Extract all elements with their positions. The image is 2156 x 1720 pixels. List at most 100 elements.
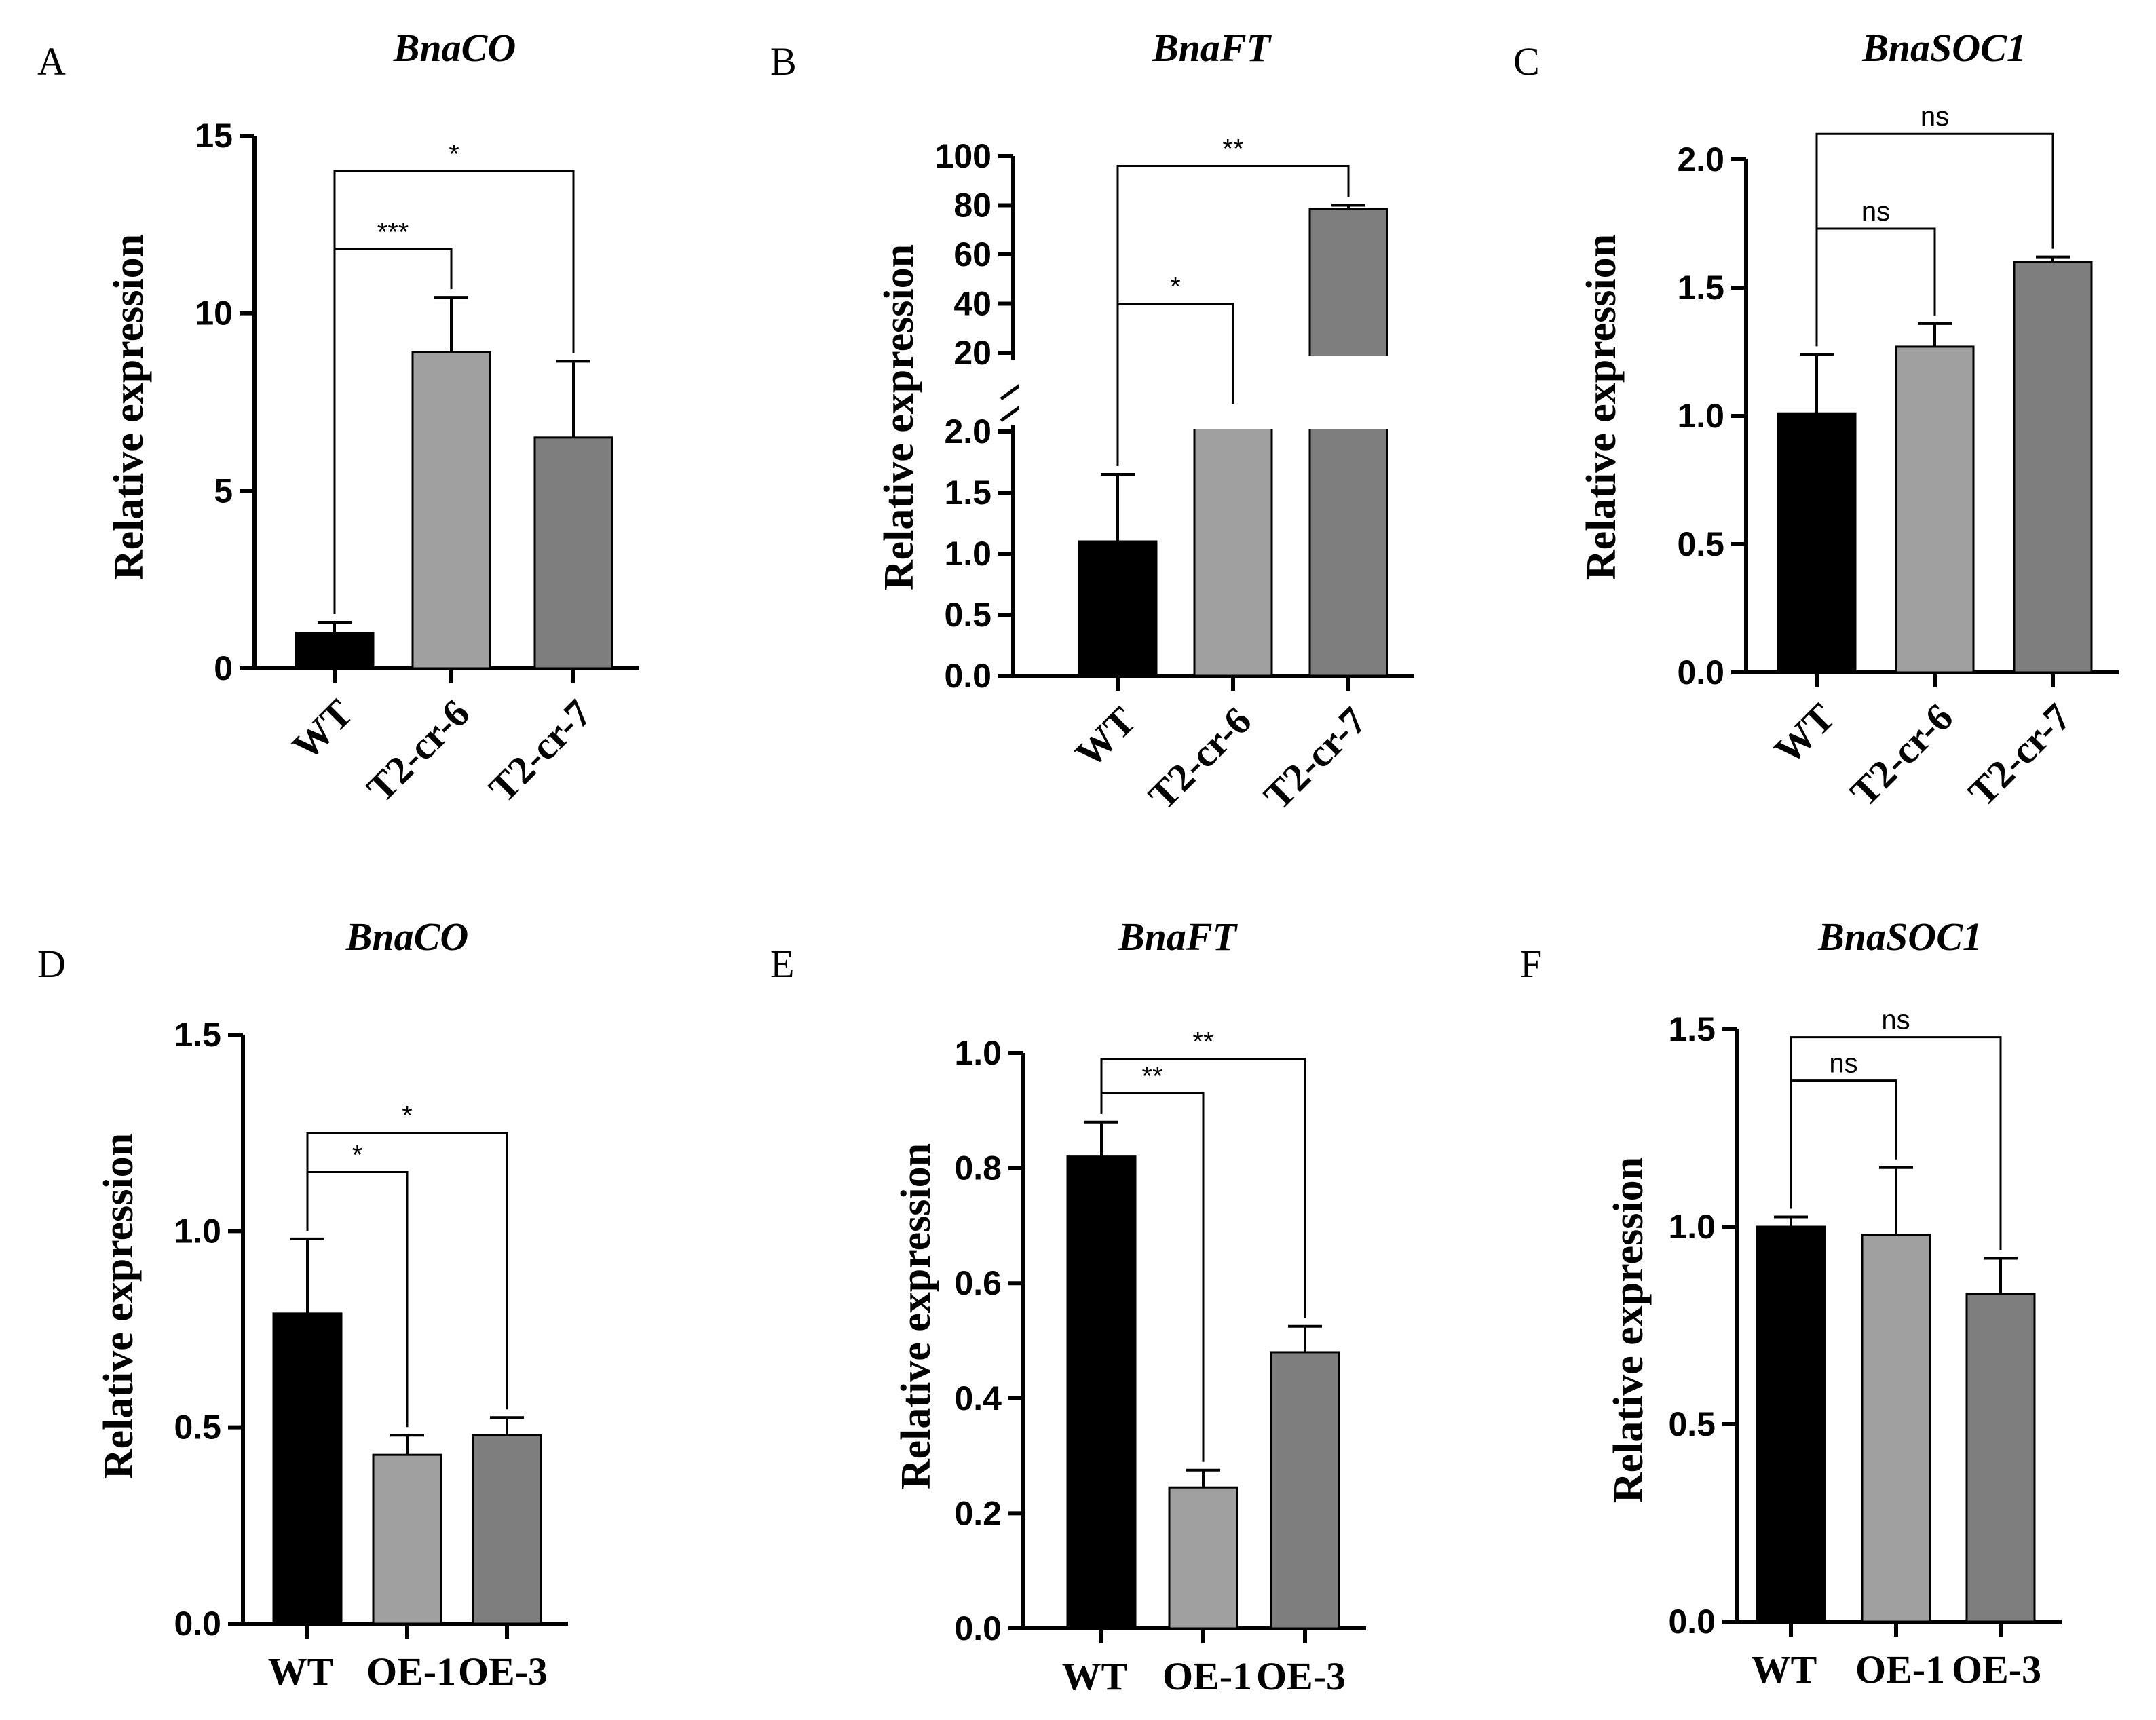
y-tick-label: 1.5	[1677, 269, 1724, 307]
significance-label: ns	[1861, 197, 1890, 227]
bar-oe-1	[1168, 1486, 1238, 1630]
x-category-label: WT	[1766, 695, 1843, 772]
bar-t2-cr-7	[2013, 261, 2093, 674]
gene-title: BnaFT	[1152, 26, 1272, 70]
y-axis-label: Relative expression	[96, 1133, 142, 1479]
bar-oe-1	[372, 1453, 442, 1625]
y-tick-label: 40	[953, 285, 991, 323]
bar-t2-cr-6	[1193, 417, 1273, 677]
bar-wt	[295, 632, 375, 670]
bar-wt	[272, 1312, 343, 1625]
y-tick-label: 0.5	[174, 1409, 221, 1447]
bar-wt	[1078, 540, 1158, 677]
bar-t2-cr-7	[533, 436, 613, 670]
y-axis-label: Relative expression	[876, 244, 922, 590]
significance-label: ns	[1921, 102, 1949, 132]
y-tick-label: 0.0	[1668, 1603, 1716, 1641]
y-tick-label: 100	[935, 137, 991, 175]
significance-bracket	[1116, 165, 1350, 466]
bar-t2-cr-6	[411, 351, 491, 670]
gene-title: BnaCO	[345, 915, 469, 959]
y-tick-label: 60	[953, 235, 991, 273]
significance-label: *	[402, 1101, 413, 1131]
bar-oe-3	[1965, 1293, 2036, 1623]
significance-bracket	[333, 170, 575, 614]
x-category-label: OE-3	[458, 1649, 548, 1694]
x-category-label: T2-cr-7	[1255, 698, 1376, 818]
panel-letter: E	[770, 942, 794, 986]
y-tick-label: 0.2	[954, 1494, 1002, 1532]
panel-letter: C	[1513, 39, 1540, 83]
x-category-label: OE-3	[1256, 1654, 1346, 1698]
gene-title: BnaSOC1	[1861, 26, 2026, 70]
y-tick-label: 2.0	[944, 413, 991, 451]
significance-label: ns	[1829, 1049, 1857, 1079]
x-category-label: OE-1	[366, 1649, 456, 1694]
gene-title: BnaSOC1	[1817, 915, 1982, 959]
bar-oe-1	[1861, 1234, 1931, 1623]
bar-oe-3	[1270, 1351, 1340, 1630]
y-tick-label: 2.0	[1677, 140, 1724, 178]
y-axis-label: Relative expression	[1578, 234, 1625, 580]
significance-label: *	[352, 1141, 363, 1170]
y-tick-label: 0.0	[944, 657, 991, 695]
y-tick-label: 5	[214, 472, 233, 510]
x-category-label: T2-cr-7	[480, 691, 601, 811]
bar-oe-3	[472, 1434, 542, 1625]
significance-label: **	[1222, 134, 1243, 164]
significance-bracket	[1790, 1079, 1897, 1209]
significance-bracket	[1100, 1057, 1306, 1318]
y-tick-label: 1.0	[1668, 1208, 1716, 1246]
y-tick-label: 1.0	[954, 1034, 1002, 1072]
significance-bracket	[1815, 132, 2054, 347]
significance-bracket	[306, 1132, 508, 1410]
significance-label: ***	[377, 217, 409, 247]
panel-e: E BnaFT Relative expression 0.0 0.2 0.4 0.6 0.8…	[770, 915, 1366, 1698]
y-tick-label: 0.8	[954, 1149, 1002, 1187]
significance-label: *	[449, 139, 459, 169]
panel-f: F BnaSOC1 Relative expression 0.0 0.5 1.0 1.5 W…	[1520, 915, 2062, 1692]
y-axis-label: Relative expression	[1606, 1157, 1652, 1503]
y-tick-label: 0.4	[954, 1379, 1002, 1417]
x-category-label: WT	[268, 1649, 334, 1694]
bar-wt	[1756, 1225, 1826, 1623]
y-tick-label: 1.5	[1668, 1010, 1716, 1048]
gene-title: BnaFT	[1118, 915, 1238, 959]
panel-c: C BnaSOC1 Relative expression 0.0 0.5 1.0 1.5 2…	[1513, 26, 2119, 815]
y-tick-label: 10	[195, 294, 233, 332]
y-tick-label: 0	[214, 649, 233, 687]
bar-wt	[1066, 1155, 1137, 1630]
y-axis-label: Relative expression	[106, 234, 152, 580]
gene-title: BnaCO	[393, 26, 516, 70]
axis-break-gap	[1019, 356, 1420, 429]
x-category-label: T2-cr-7	[1960, 695, 2080, 815]
panel-letter: F	[1520, 942, 1542, 986]
significance-label: **	[1141, 1061, 1162, 1091]
x-category-label: WT	[1752, 1647, 1817, 1692]
x-category-label: WT	[284, 691, 361, 768]
y-tick-label: 15	[195, 117, 233, 155]
x-category-label: T2-cr-6	[1842, 695, 1962, 815]
y-tick-label: 1.0	[1677, 397, 1724, 435]
x-category-label: T2-cr-6	[1140, 698, 1260, 818]
significance-bracket	[1815, 227, 1936, 347]
x-category-label: OE-3	[1952, 1647, 2041, 1692]
y-tick-label: 0.5	[1677, 525, 1724, 563]
panel-d: D BnaCO Relative expression 0.0 0.5 1.0 1.5 WT O…	[37, 915, 568, 1694]
x-category-label: OE-1	[1162, 1654, 1252, 1698]
y-tick-label: 80	[953, 187, 991, 225]
y-tick-label: 0.5	[1668, 1405, 1716, 1443]
y-tick-label: 1.0	[174, 1212, 221, 1250]
bar-t2-cr-6	[1895, 345, 1975, 674]
y-tick-label: 0.0	[954, 1609, 1002, 1647]
bar-wt	[1777, 412, 1857, 674]
y-tick-label: 1.0	[944, 535, 991, 573]
y-tick-label: 0.5	[944, 596, 991, 634]
x-category-label: T2-cr-6	[358, 691, 478, 811]
panel-a: A BnaCO Relative expression 0 5 10 15 WTT2-cr-6…	[37, 26, 639, 811]
x-category-label: OE-1	[1855, 1647, 1945, 1692]
y-tick-label: 0.0	[1677, 653, 1724, 691]
bar-t2-cr-7	[1308, 208, 1388, 677]
significance-label: **	[1192, 1027, 1213, 1056]
